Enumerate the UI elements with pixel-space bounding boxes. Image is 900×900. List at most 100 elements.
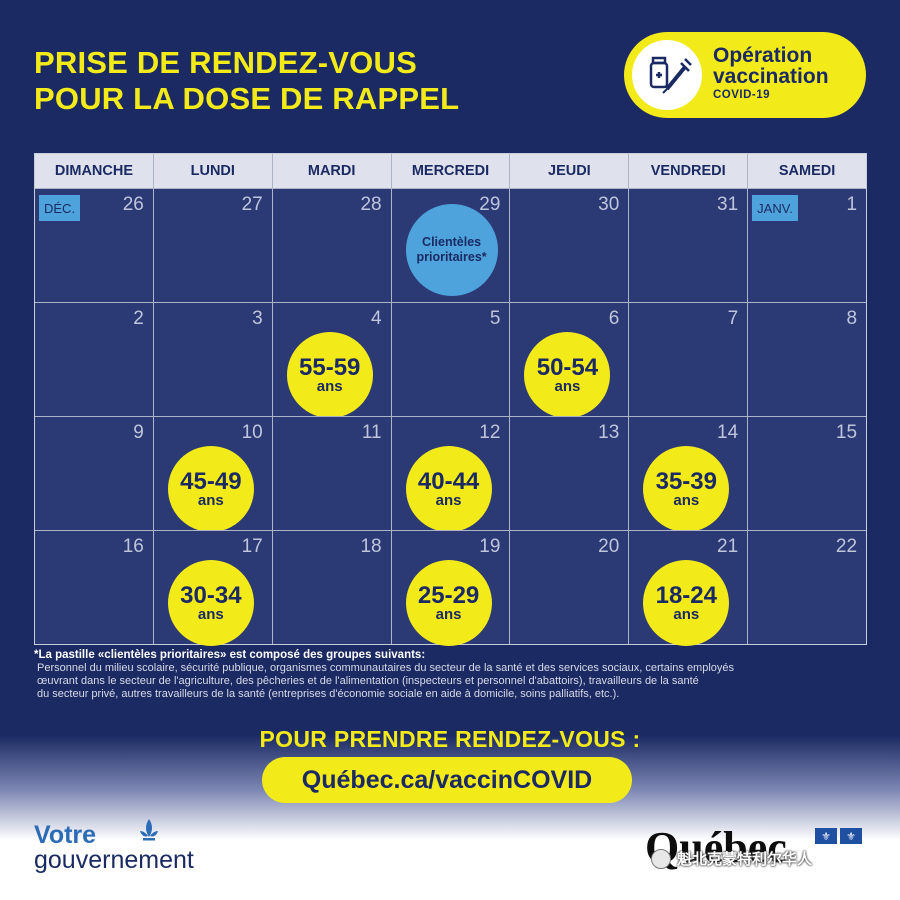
votre-gouvernement-logo: Votre gouvernement [34,819,194,874]
calendar-day-cell: 26 DÉC. [35,188,154,302]
age-group-badge: 45-49 ans [167,446,254,532]
age-group-badge: 30-34 ans [167,560,254,646]
day-number: 2 [133,308,144,329]
day-number: 22 [835,536,858,557]
calendar-day-cell: 6 50-54 ans [510,302,630,418]
day-number: 4 [371,308,382,329]
priority-groups-badge: Clientèles prioritaires* [405,204,498,296]
calendar-day-cell: 11 [272,416,392,530]
calendar-day-cell: 28 [272,188,392,302]
age-unit: ans [197,605,224,623]
gov-logo-line-2: gouvernement [34,846,194,874]
wechat-icon [651,848,671,869]
calendar-day-cell: 13 [510,416,630,530]
calendar-day-cell: 10 45-49 ans [153,416,273,532]
age-group-badge: 18-24 ans [643,560,730,646]
calendar-day-cell: 18 [272,530,392,644]
weekday-label: MERCREDI [392,154,511,188]
footnote-line: œuvrant dans le secteur de l'agriculture… [37,675,699,687]
weekday-label: DIMANCHE [35,154,154,188]
age-group-badge: 55-59 ans [286,332,373,418]
age-unit: ans [673,491,700,509]
page-title: PRISE DE RENDEZ-VOUS POUR LA DOSE DE RAP… [34,45,459,117]
day-number: 29 [479,194,501,215]
calendar-day-cell: 19 25-29 ans [391,530,511,646]
day-number: 16 [122,536,144,557]
weekday-label: MARDI [273,154,392,188]
age-range: 55-59 [299,353,361,381]
booking-url-link[interactable]: Québec.ca/vaccinCOVID [262,757,632,803]
day-number: 14 [717,422,739,443]
day-number: 28 [360,194,382,215]
weekday-header: DIMANCHE LUNDI MARDI MERCREDI JEUDI VEND… [35,154,866,188]
day-number: 17 [241,536,263,557]
age-group-badge: 50-54 ans [524,332,611,418]
calendar-day-cell: 1 JANV. [748,188,867,302]
age-range: 30-34 [180,581,242,609]
title-line-1: PRISE DE RENDEZ-VOUS [34,45,417,80]
calendar-day-cell: 29 Clientèles prioritaires* [391,188,511,302]
calendar-day-cell: 8 [748,302,867,416]
calendar-day-cell: 4 55-59 ans [272,302,392,418]
calendar-day-cell: 16 [35,530,154,644]
day-number: 15 [835,422,858,443]
age-unit: ans [435,491,462,509]
calendar-day-cell: 2 [35,302,154,416]
age-unit: ans [673,605,700,623]
calendar-day-cell: 30 [510,188,630,302]
calendar-day-cell: 15 [748,416,867,530]
calendar-day-cell: 12 40-44 ans [391,416,511,532]
calendar-week-row: 2 3 4 55-59 ans 5 6 50-54 ans 7 8 [35,302,867,418]
day-number: 8 [846,308,858,329]
month-tag: JANV. [752,195,798,221]
age-range: 18-24 [655,581,717,609]
calendar-day-cell: 22 [748,530,867,644]
calendar-week-row: 26 DÉC. 27 28 29 Clientèles prioritaires* 30 31… [35,188,867,302]
calendar-week-row: 16 17 30-34 ans 18 19 25-29 ans 20 21 18-24 ans 22 [35,530,867,646]
day-number: 12 [479,422,501,443]
calendar-day-cell: 17 30-34 ans [153,530,273,646]
calendar-day-cell: 20 [510,530,630,644]
calendar-day-cell: 21 18-24 ans [629,530,749,646]
age-unit: ans [435,605,462,623]
fleur-de-lis-icon [140,819,158,841]
age-range: 25-29 [417,581,480,609]
age-range: 35-39 [655,467,717,495]
age-unit: ans [197,491,224,509]
age-unit: ans [554,377,581,395]
calendar-body: 26 DÉC. 27 28 29 Clientèles prioritaires* 30 31… [35,188,867,646]
op-label-line-3: COVID-19 [713,89,771,101]
weekday-label: SAMEDI [778,163,836,179]
watermark-text: 魁北克蒙特利尔华人 [677,851,813,868]
op-label-line-1: Opération [713,44,813,67]
month-tag: DÉC. [39,195,81,221]
calendar-grid: DIMANCHE LUNDI MARDI MERCREDI JEUDI VEND… [34,153,867,646]
calendar-day-cell: 14 35-39 ans [629,416,749,532]
calendar-day-cell: 5 [391,302,511,416]
day-number: 10 [241,422,263,443]
age-group-badge: 25-29 ans [405,560,492,646]
day-number: 18 [360,536,382,557]
day-number: 31 [717,194,739,215]
operation-vaccination-badge: Opération vaccination COVID-19 [624,32,866,118]
calendar-day-cell: 27 [153,188,273,302]
age-range: 45-49 [180,467,242,495]
title-line-2: POUR LA DOSE DE RAPPEL [34,81,460,116]
calendar-day-cell: 9 [35,416,154,530]
footnote-line: Personnel du milieu scolaire, sécurité p… [37,662,735,674]
weekday-label: JEUDI [510,154,630,188]
calendar-week-row: 9 10 45-49 ans 11 12 40-44 ans 13 14 35-39 ans 15 [35,416,867,532]
age-unit: ans [316,377,343,395]
day-number: 9 [133,422,144,443]
day-number: 20 [598,536,620,557]
day-number: 19 [479,536,501,557]
footnote-title: *La pastille «clientèles prioritaires» e… [34,649,426,661]
age-group-badge: 40-44 ans [405,446,492,532]
age-range: 50-54 [536,353,599,381]
calendar-day-cell: 31 [629,188,749,302]
day-number: 11 [361,422,382,443]
calendar-day-cell: 7 [629,302,749,416]
day-number: 26 [122,194,144,215]
age-group-badge: 35-39 ans [643,446,730,532]
day-number: 6 [608,308,620,329]
